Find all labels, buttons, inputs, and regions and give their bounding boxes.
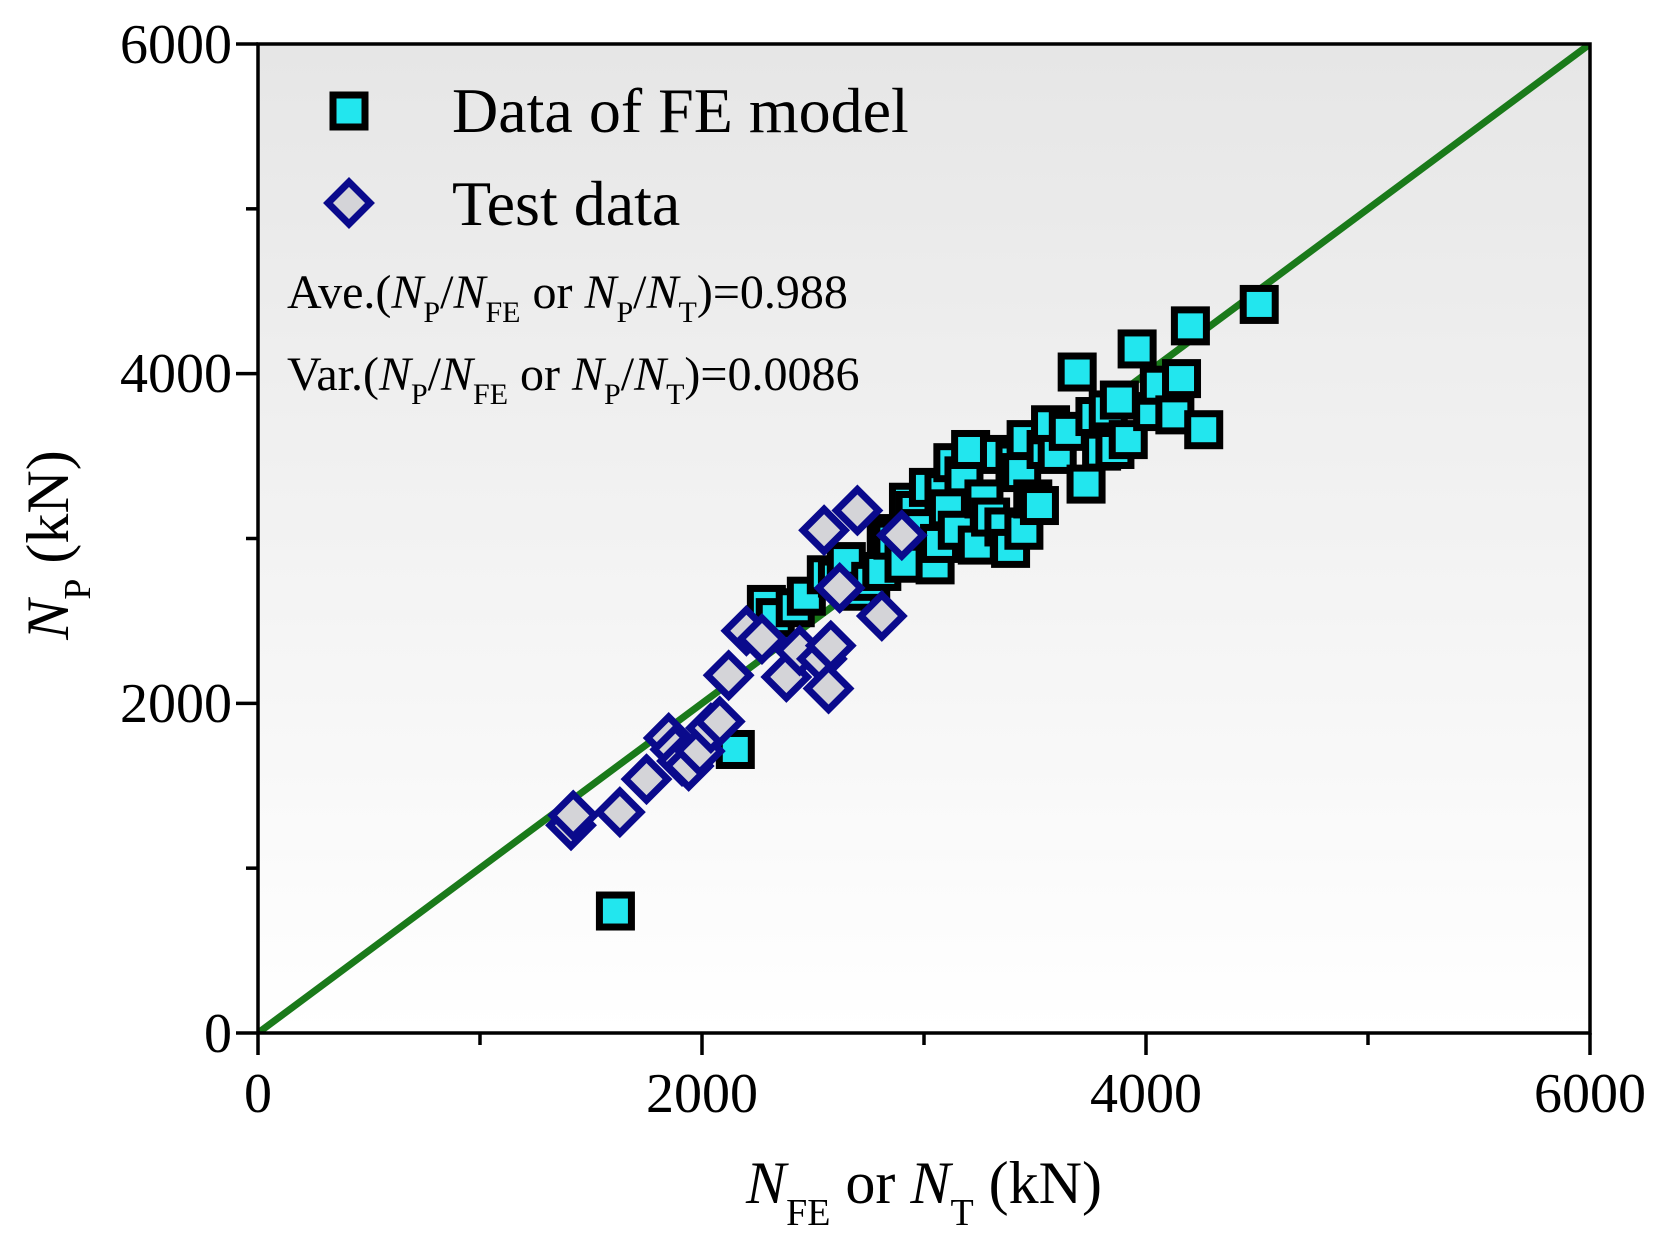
x-axis-label: NFE or NT (kN) [745, 1150, 1102, 1234]
legend: Data of FE model Test data [323, 75, 909, 239]
fe-data-point [1170, 306, 1210, 346]
test-data-point [802, 662, 855, 715]
x-tick-labels: 0 2000 4000 6000 [244, 1063, 1646, 1125]
test-data-point [547, 789, 600, 842]
test-data-point [813, 562, 866, 614]
fe-data-point [1019, 486, 1059, 526]
fe-data-point [1184, 410, 1224, 450]
annotation-variance: Var.(NP/NFE or NP/NT)=0.0086 [287, 348, 859, 411]
test-data-point [831, 484, 884, 537]
y-tick-label: 2000 [120, 673, 232, 735]
axis-ticks [236, 42, 1592, 1055]
x-tick-label: 0 [244, 1063, 272, 1125]
test-data-point [620, 753, 673, 806]
legend-fe-label: Data of FE model [452, 75, 909, 146]
test-data-point [735, 613, 788, 665]
test-data-point [855, 590, 908, 642]
fe-data-point [1057, 352, 1097, 392]
fe-data-point [1117, 329, 1157, 369]
fe-data-point [1099, 380, 1139, 420]
x-tick-label: 2000 [646, 1063, 758, 1125]
legend-fe-marker [329, 91, 369, 131]
legend-test-label: Test data [452, 168, 680, 239]
y-tick-label: 6000 [120, 14, 232, 76]
y-tick-label: 4000 [120, 343, 232, 405]
fe-data-point [1108, 420, 1148, 460]
annotation-average: Ave.(NP/NFE or NP/NT)=0.988 [287, 266, 848, 329]
fe-data-point [786, 576, 826, 616]
test-data-point [875, 509, 928, 562]
test-data-point [593, 786, 646, 839]
fe-model-series [595, 284, 1279, 931]
test-data-point [702, 649, 755, 702]
y-axis-label: NP (kN) [15, 450, 99, 640]
y-tick-labels: 0 2000 4000 6000 [120, 14, 232, 1065]
fe-data-point [1162, 359, 1202, 399]
x-tick-label: 6000 [1534, 1063, 1646, 1125]
x-tick-label: 4000 [1090, 1063, 1202, 1125]
fe-data-point [1239, 284, 1279, 324]
test-data-point [804, 619, 857, 672]
test-data-series [545, 484, 928, 852]
test-data-point [693, 695, 746, 748]
legend-test-marker [323, 177, 375, 229]
fe-data-point [1066, 464, 1106, 504]
test-data-point [798, 504, 851, 557]
y-tick-label: 0 [204, 1003, 232, 1065]
fe-data-point [595, 891, 635, 931]
